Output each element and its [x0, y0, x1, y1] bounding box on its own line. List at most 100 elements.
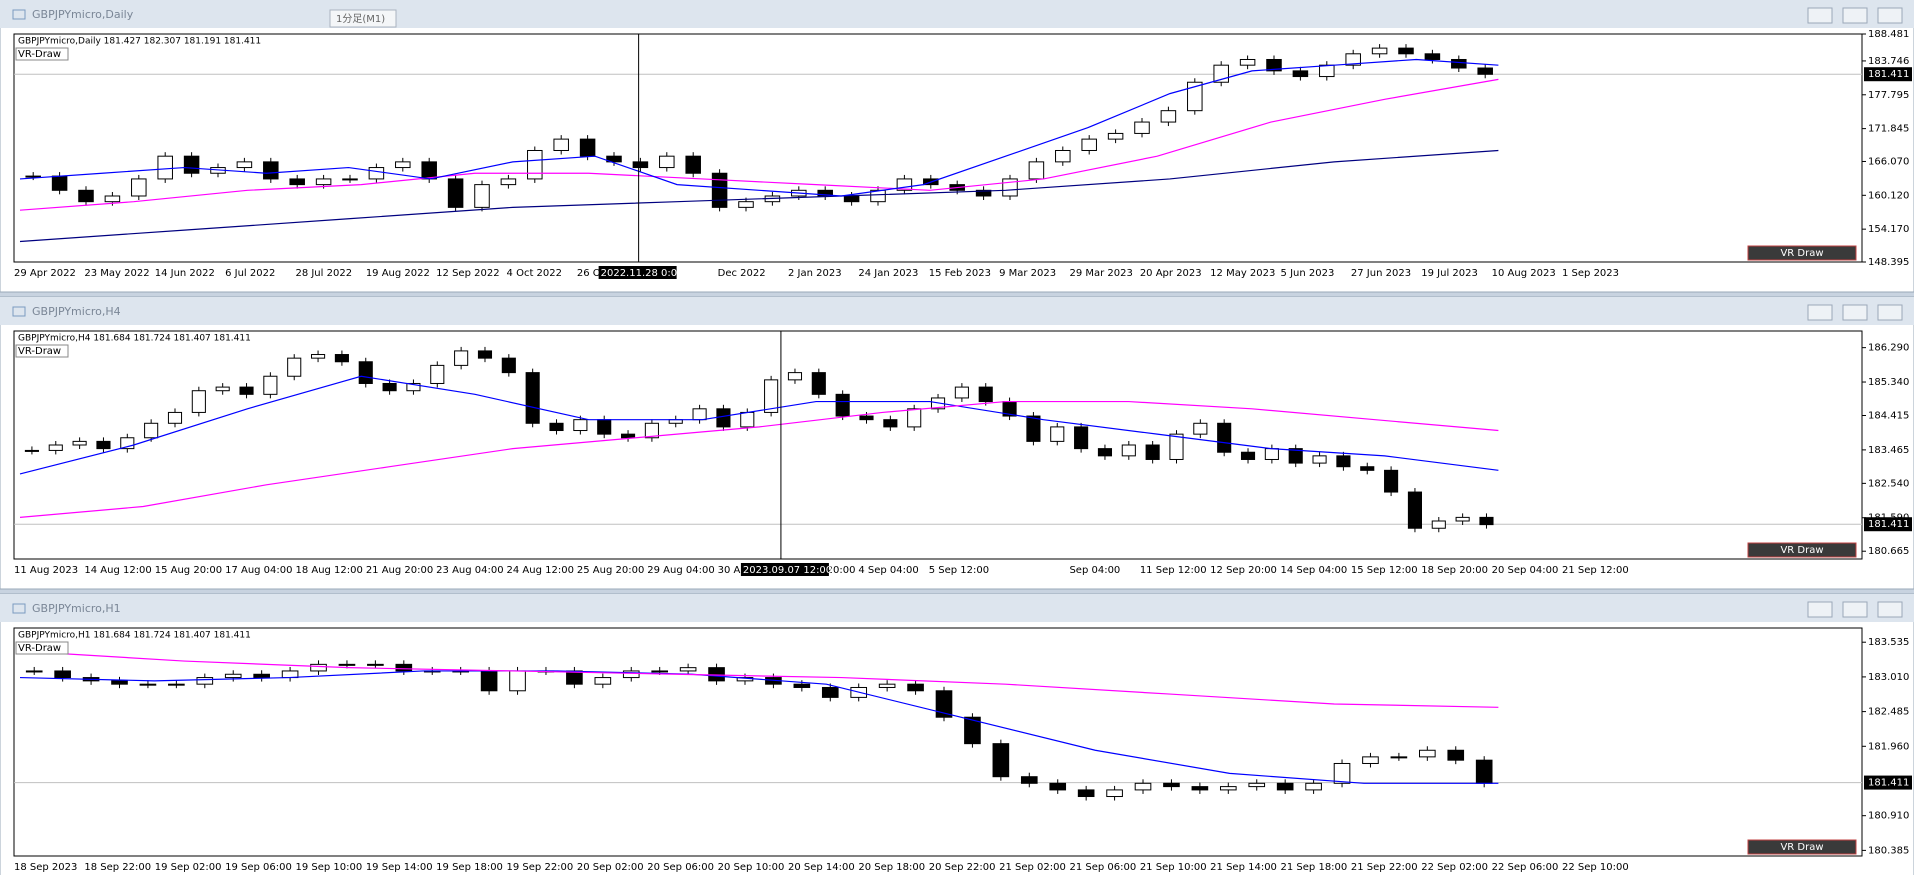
candle-body	[1451, 58, 1467, 69]
x-tick-label: 11 Sep 12:00	[1140, 565, 1207, 576]
candle-body	[1193, 422, 1208, 435]
x-tick-label: 20 Sep 06:00	[647, 862, 714, 873]
tool-box[interactable]	[15, 344, 69, 358]
candle-body	[566, 670, 583, 685]
x-tick-label: 21 Sep 10:00	[1140, 862, 1207, 873]
cursor-time-label: 2023.09.07 12:00	[743, 565, 832, 576]
candle-body	[1312, 455, 1327, 464]
candle-body	[1145, 444, 1160, 460]
candle-body	[51, 175, 68, 191]
minimize-button[interactable]	[1807, 304, 1833, 321]
candle-body	[843, 195, 860, 203]
vr-button[interactable]	[1747, 839, 1857, 855]
x-tick-label: 12 Sep 2022	[436, 268, 499, 279]
close-button[interactable]	[1877, 7, 1903, 24]
plot-frame	[13, 627, 1863, 857]
candle-body	[1336, 455, 1351, 468]
maximize-button[interactable]	[1842, 7, 1868, 24]
tool-box[interactable]	[15, 641, 69, 655]
candle-body	[157, 155, 173, 180]
title-bar	[0, 594, 1914, 622]
candle-body	[1134, 121, 1150, 134]
candle-body	[144, 422, 159, 439]
title-bar	[0, 297, 1914, 325]
x-tick-label: 23 Aug 04:00	[436, 565, 503, 576]
tool-label[interactable]: VR-Draw	[18, 346, 61, 357]
y-tick-label: 180.385	[1868, 845, 1909, 856]
candle-body	[1431, 520, 1446, 529]
minimize-button[interactable]	[1807, 7, 1833, 24]
x-tick-label: 21 Sep 18:00	[1281, 862, 1348, 873]
x-tick-label: 20 Sep 14:00	[788, 862, 855, 873]
candle-body	[1028, 161, 1045, 180]
candle-body	[25, 670, 43, 673]
candle-body	[1191, 786, 1209, 791]
candle-body	[1077, 789, 1095, 798]
candle-body	[883, 419, 898, 428]
candle-body	[239, 386, 254, 395]
chart-window: GBPJPYmicro,H4 186.290 185.340 184.415 183.4…	[0, 296, 1914, 590]
window-title: GBPJPYmicro,Daily	[32, 8, 134, 21]
candle-body	[1169, 433, 1184, 460]
candle-body	[1240, 451, 1256, 460]
vr-button-label[interactable]: VR Draw	[1780, 248, 1823, 259]
x-tick-label: 18 Sep 22:00	[84, 862, 151, 873]
x-tick-label: 21 Sep 12:00	[1562, 565, 1629, 576]
candle-body	[606, 155, 622, 163]
candle-body	[1239, 58, 1256, 66]
x-tick-label: 14 Aug 12:00	[84, 565, 151, 576]
cursor-time-label: 2022.11.28 0:00	[601, 268, 684, 279]
candle-body	[793, 683, 811, 688]
x-tick-label: 6 Jul 2022	[225, 268, 275, 279]
candle-body	[573, 419, 588, 432]
candle-body	[964, 716, 981, 745]
candle-body	[215, 386, 230, 392]
candle-body	[501, 357, 516, 374]
tool-box[interactable]	[15, 47, 69, 61]
maximize-button[interactable]	[1842, 304, 1868, 321]
maximize-button[interactable]	[1842, 601, 1868, 618]
candle-body	[1276, 782, 1294, 791]
x-tick-label: 14 Jun 2022	[155, 268, 215, 279]
close-button[interactable]	[1877, 601, 1903, 618]
x-tick-label: 5 Sep 12:00	[929, 565, 989, 576]
moving-average	[19, 375, 1499, 475]
candle-body	[358, 361, 373, 384]
candle-body	[1264, 448, 1279, 460]
vr-button-label[interactable]: VR Draw	[1780, 545, 1823, 556]
x-tick-label: 19 Sep 18:00	[436, 862, 503, 873]
tool-label[interactable]: VR-Draw	[18, 49, 61, 60]
candle-body	[1319, 64, 1335, 78]
y-tick-label: 183.465	[1868, 445, 1909, 456]
candle-body	[1055, 149, 1071, 163]
candle-body	[549, 422, 564, 432]
tool-label[interactable]: VR-Draw	[18, 643, 61, 654]
close-button[interactable]	[1877, 304, 1903, 321]
moving-average	[19, 149, 1499, 243]
x-tick-label: 19 Sep 06:00	[225, 862, 292, 873]
x-tick-label: 4 Oct 2022	[507, 268, 562, 279]
candle-body	[24, 449, 39, 452]
minimize-button[interactable]	[1807, 601, 1833, 618]
candle-body	[622, 670, 640, 679]
tooltip-box	[329, 9, 397, 28]
candle-body	[644, 422, 659, 439]
x-tick-label: 20 Sep 02:00	[577, 862, 644, 873]
x-tick-label: 14 Sep 04:00	[1281, 565, 1348, 576]
candle-body	[430, 364, 445, 384]
x-tick-label: 19 Sep 14:00	[366, 862, 433, 873]
candle-body	[1477, 67, 1493, 75]
x-tick-label: 21 Aug 20:00	[366, 565, 433, 576]
x-tick-label: 19 Jul 2023	[1421, 268, 1478, 279]
candle-body	[1292, 70, 1309, 78]
y-tick-label: 160.120	[1868, 190, 1909, 201]
vr-button[interactable]	[1747, 542, 1857, 558]
vr-button[interactable]	[1747, 245, 1857, 261]
candle-body	[594, 677, 612, 685]
candle-body	[679, 667, 697, 672]
vr-button-label[interactable]: VR Draw	[1780, 842, 1823, 853]
x-tick-label: 2 Jan 2023	[788, 268, 842, 279]
candle-body	[1134, 782, 1152, 791]
candle-body	[236, 161, 253, 169]
candle-body	[1248, 782, 1266, 788]
